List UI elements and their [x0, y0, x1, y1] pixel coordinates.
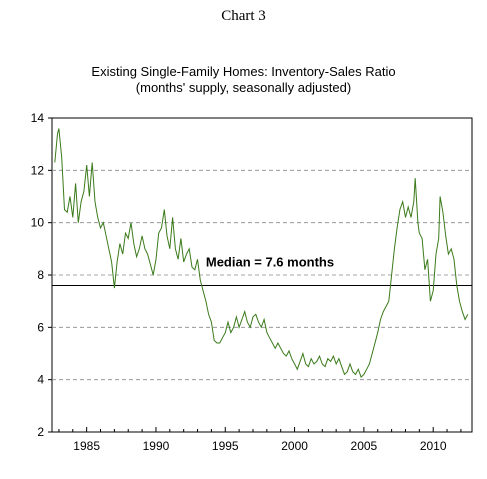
x-tick-label: 1990: [143, 439, 170, 453]
x-tick-label: 2010: [420, 439, 447, 453]
y-tick-label: 4: [37, 373, 44, 387]
y-tick-label: 10: [31, 216, 45, 230]
x-tick-label: 1995: [212, 439, 239, 453]
chart-number: Chart 3: [221, 8, 266, 24]
chart-title: Existing Single-Family Homes: Inventory-…: [91, 64, 396, 79]
y-tick-label: 12: [31, 163, 45, 177]
x-tick-label: 2005: [351, 439, 378, 453]
x-tick-label: 1985: [73, 439, 100, 453]
grid-lines: [52, 169, 472, 381]
y-tick-label: 14: [31, 111, 45, 125]
median-annotation: Median = 7.6 months: [206, 254, 334, 269]
y-tick-label: 8: [37, 268, 44, 282]
x-tick-label: 2000: [281, 439, 308, 453]
chart-subtitle: (months' supply, seasonally adjusted): [135, 80, 352, 95]
series-line: [54, 128, 469, 378]
axes: [48, 117, 462, 433]
y-tick-label: 6: [37, 320, 44, 334]
tick-labels: 2 4 6 8 10 12 14 1985 1990 1995 2000 2005 2010: [31, 111, 447, 453]
y-tick-label: 2: [37, 425, 44, 439]
